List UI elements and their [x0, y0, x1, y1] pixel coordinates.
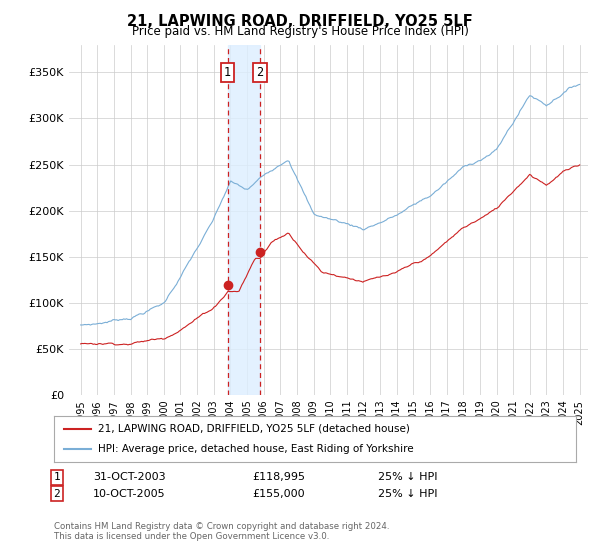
Bar — [227, 45, 260, 395]
Text: 1: 1 — [224, 66, 231, 79]
Text: HPI: Average price, detached house, East Riding of Yorkshire: HPI: Average price, detached house, East… — [98, 444, 414, 454]
Text: Contains HM Land Registry data © Crown copyright and database right 2024.
This d: Contains HM Land Registry data © Crown c… — [54, 522, 389, 542]
Text: Price paid vs. HM Land Registry's House Price Index (HPI): Price paid vs. HM Land Registry's House … — [131, 25, 469, 38]
Text: 21, LAPWING ROAD, DRIFFIELD, YO25 5LF: 21, LAPWING ROAD, DRIFFIELD, YO25 5LF — [127, 14, 473, 29]
Text: 25% ↓ HPI: 25% ↓ HPI — [378, 489, 437, 499]
Text: £118,995: £118,995 — [252, 472, 305, 482]
Text: 21, LAPWING ROAD, DRIFFIELD, YO25 5LF (detached house): 21, LAPWING ROAD, DRIFFIELD, YO25 5LF (d… — [98, 424, 410, 434]
Text: 25% ↓ HPI: 25% ↓ HPI — [378, 472, 437, 482]
Text: 31-OCT-2003: 31-OCT-2003 — [93, 472, 166, 482]
Text: £155,000: £155,000 — [252, 489, 305, 499]
Text: 2: 2 — [53, 489, 61, 499]
Text: 10-OCT-2005: 10-OCT-2005 — [93, 489, 166, 499]
Text: 2: 2 — [256, 66, 263, 79]
Text: 1: 1 — [53, 472, 61, 482]
